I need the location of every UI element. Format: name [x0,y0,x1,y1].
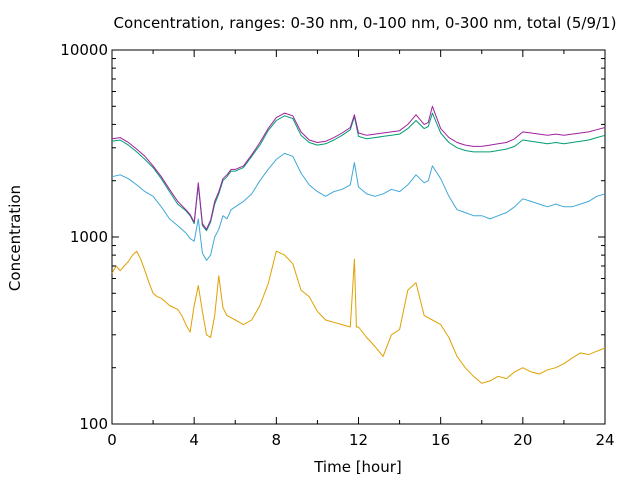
series-line-1 [111,250,606,384]
series-line-4 [111,105,606,230]
x-tick-label: 16 [431,431,450,449]
x-tick-label: 24 [595,431,614,449]
x-axis-label: Time [hour] [313,458,402,476]
x-tick-label: 4 [189,431,199,449]
series-line-2 [111,152,606,261]
plot-border [111,49,606,425]
x-tick-label: 12 [349,431,368,449]
chart-title: Concentration, ranges: 0-30 nm, 0-100 nm… [114,14,617,32]
x-axis: 0 4 8 12 16 20 24 [107,50,615,449]
y-axis: 100 1000 10000 [60,41,605,433]
x-tick-label: 8 [272,431,282,449]
y-axis-label: Concentration [6,185,24,291]
y-tick-label: 1000 [70,228,108,246]
y-tick-label: 100 [79,415,108,433]
plot-frame [111,49,606,425]
x-tick-label: 0 [107,431,117,449]
x-tick-label: 20 [513,431,532,449]
y-tick-label: 10000 [60,41,108,59]
series-group [111,105,606,384]
